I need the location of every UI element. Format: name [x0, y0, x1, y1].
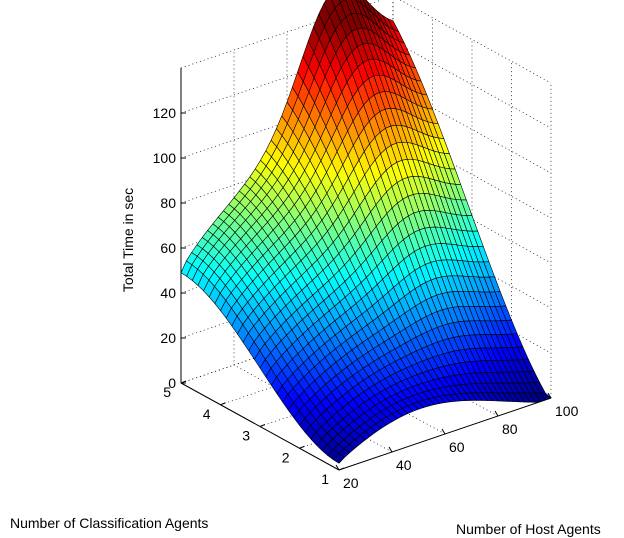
x-axis-label: Number of Host Agents: [456, 521, 601, 537]
z-tick-label: 80: [160, 195, 176, 211]
x-tick-mark: [494, 410, 499, 417]
x-tick-mark: [335, 464, 340, 471]
x-tick-label: 20: [343, 475, 359, 491]
y-tick-label: 2: [282, 449, 290, 465]
x-tick-label: 80: [502, 421, 518, 437]
z-tick-label: 120: [153, 105, 177, 121]
x-tick-label: 100: [555, 403, 579, 419]
z-gridline: [180, 220, 552, 309]
y-tick-label: 5: [163, 384, 171, 400]
x-tick-mark: [388, 446, 393, 453]
y-tick-mark: [299, 445, 305, 449]
z-gridline: [180, 175, 552, 264]
y-axis-label: Number of Classification Agents: [10, 515, 208, 531]
surface-facet: [333, 453, 345, 464]
x-tick-mark: [441, 428, 446, 435]
x-tick-label: 60: [449, 439, 465, 455]
y-tick-mark: [220, 402, 226, 406]
z-tick-label: 40: [160, 285, 176, 301]
ticks-layer: 20 40 60 80 100 1 2 3 4 50 20 40 60 80 100 120: [153, 105, 579, 491]
x-tick-label: 40: [396, 457, 412, 473]
x-tick-mark: [547, 392, 552, 399]
z-gridline: [180, 40, 552, 129]
z-gridline: [180, 130, 552, 219]
y-tick-mark: [338, 467, 345, 471]
y-tick-label: 3: [242, 428, 250, 444]
surface-layer: [180, 0, 552, 464]
z-tick-label: 60: [160, 240, 176, 256]
y-tick-mark: [259, 424, 266, 427]
y-tick-label: 1: [321, 471, 329, 487]
y-tick-label: 4: [203, 406, 211, 422]
z-tick-label: 20: [160, 330, 176, 346]
z-tick-label: 0: [168, 375, 176, 391]
z-gridline: [180, 85, 552, 174]
z-gridline: [180, 0, 552, 84]
z-axis-label: Total Time in sec: [120, 188, 136, 292]
z-tick-label: 100: [153, 150, 177, 166]
